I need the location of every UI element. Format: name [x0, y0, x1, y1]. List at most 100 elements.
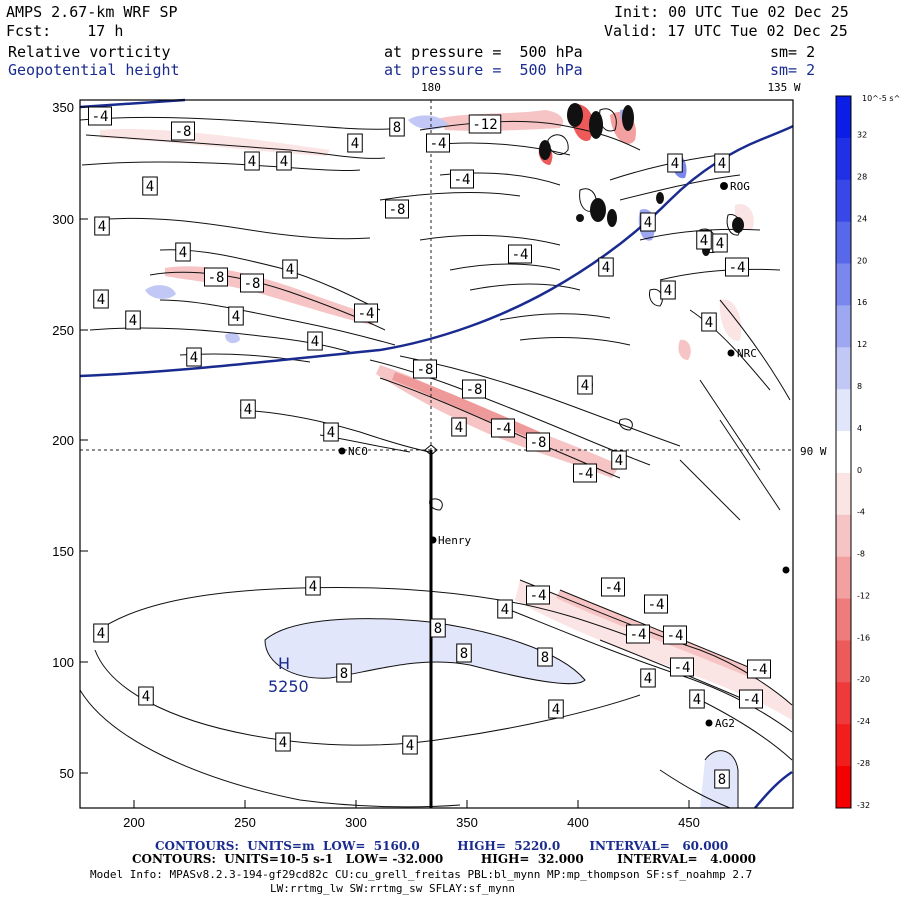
contour-label-box	[640, 212, 656, 232]
colorbar-segment	[836, 682, 851, 725]
contour-label: 4	[581, 378, 589, 394]
contour-label: -8	[389, 202, 406, 218]
contour-label: -4	[512, 247, 529, 263]
height-contour-info: CONTOURS: UNITS=m LOW= 5160.0 HIGH= 5220…	[155, 839, 729, 853]
contour-label: 4	[351, 136, 359, 152]
contour-label-box	[670, 657, 694, 677]
contour-label-box	[747, 659, 771, 679]
contour-label: 4	[244, 402, 252, 418]
contour-label-box	[456, 643, 472, 663]
contour-label-box	[739, 689, 763, 709]
contour-label-box	[305, 576, 321, 596]
contour-label: -8	[466, 382, 483, 398]
contour-label: -4	[630, 627, 647, 643]
contour-label-box	[186, 347, 202, 367]
colorbar-segment	[836, 305, 851, 348]
contour-label: 4	[232, 309, 240, 325]
station-marker	[705, 719, 713, 727]
contour-label-box	[526, 432, 550, 452]
contour-label-box	[138, 686, 154, 706]
colorbar-segment	[836, 179, 851, 223]
contour-label: 4	[97, 292, 105, 308]
station-label-nco: NCO	[348, 445, 368, 458]
contour-label-box	[497, 599, 513, 619]
contour-label: -12	[472, 117, 497, 133]
contour-label: -8	[208, 270, 225, 286]
contour-label: 8	[340, 666, 348, 682]
colorbar-segment	[836, 263, 851, 306]
contour-label-box	[626, 624, 650, 644]
contour-label: 4	[552, 702, 560, 718]
colorbar-segment	[836, 347, 851, 390]
colorbar-segment	[836, 389, 851, 432]
contour-label-box	[307, 331, 323, 351]
y-tick-label: 150	[52, 544, 74, 559]
map-frame	[79, 99, 794, 809]
model-physics: LW:rrtmg_lw SW:rrtmg_sw SFLAY:sf_mynn	[270, 882, 516, 895]
convective-cluster	[539, 103, 744, 256]
contour-label: 4	[671, 156, 679, 172]
contour-label: 4	[146, 179, 154, 195]
y-tick-label: 100	[52, 655, 74, 670]
contour-label: 4	[644, 671, 652, 687]
contour-label: -4	[495, 421, 512, 437]
longitude-label: 135 W	[767, 81, 800, 94]
contour-label: -4	[648, 597, 665, 613]
contour-label-box	[577, 375, 593, 395]
contour-label: -4	[743, 692, 760, 708]
colorbar-segment	[836, 724, 851, 767]
y-tick-label: 50	[60, 766, 74, 781]
contour-label-box	[347, 133, 363, 153]
contour-label: 8	[434, 621, 442, 637]
field1-name: Relative vorticity	[8, 43, 171, 61]
contour-label: -4	[454, 172, 471, 188]
contour-label-box	[450, 169, 474, 189]
contour-label: 8	[393, 120, 401, 136]
contour-label-box	[93, 623, 109, 643]
field1-smoothing: sm= 2	[770, 43, 816, 61]
colorbar-label: -12	[857, 591, 870, 600]
contour-label-box	[714, 769, 730, 789]
contour-label-box	[402, 735, 418, 755]
contour-label-box	[644, 594, 668, 614]
contour-label: 4	[279, 735, 287, 751]
contour-label-box	[660, 280, 676, 300]
contour-label-box	[389, 117, 405, 137]
contour-label: 4	[309, 579, 317, 595]
contour-label: 4	[179, 245, 187, 261]
geopotential-height-contours	[79, 98, 794, 809]
colorbar: 32 28 24 20 16 12 8 4 0 -4 -8 -12 -16 -20 -24 -28 -32	[835, 95, 870, 810]
colorbar-segment	[836, 556, 851, 600]
longitude-label: 180	[421, 81, 441, 94]
contour-label: 4	[406, 738, 414, 754]
contour-label: 4	[98, 219, 106, 235]
contour-label: -8	[530, 435, 547, 451]
colorbar-segment	[836, 221, 851, 265]
field2-name: Geopotential height	[8, 61, 180, 79]
contour-label-box	[667, 153, 683, 173]
contour-label: 4	[286, 262, 294, 278]
contour-label-box	[88, 106, 112, 126]
contour-label-box	[276, 151, 292, 171]
contour-label-box	[601, 577, 625, 597]
x-tick-label: 400	[567, 815, 589, 830]
contour-label-box	[611, 450, 627, 470]
colorbar-segment	[836, 766, 851, 809]
contour-label: -4	[605, 580, 622, 596]
contour-label: 4	[142, 689, 150, 705]
field1-level: at pressure = 500 hPa	[384, 43, 583, 61]
model-info: Model Info: MPASv8.2.3-194-gf29cd82c CU:…	[90, 868, 753, 881]
colorbar-segment	[836, 96, 851, 139]
station-label-nrc: NRC	[737, 347, 757, 360]
contour-label-box	[323, 422, 339, 442]
colorbar-segment	[836, 598, 851, 641]
contour-label-box	[93, 289, 109, 309]
contour-label-box	[712, 233, 728, 253]
contour-label-box	[175, 242, 191, 262]
contour-label-box	[598, 257, 614, 277]
colorbar-label: -8	[857, 550, 865, 559]
contour-label-box	[125, 310, 141, 330]
colorbar-label: 8	[857, 382, 862, 391]
colorbar-segment	[836, 137, 851, 181]
